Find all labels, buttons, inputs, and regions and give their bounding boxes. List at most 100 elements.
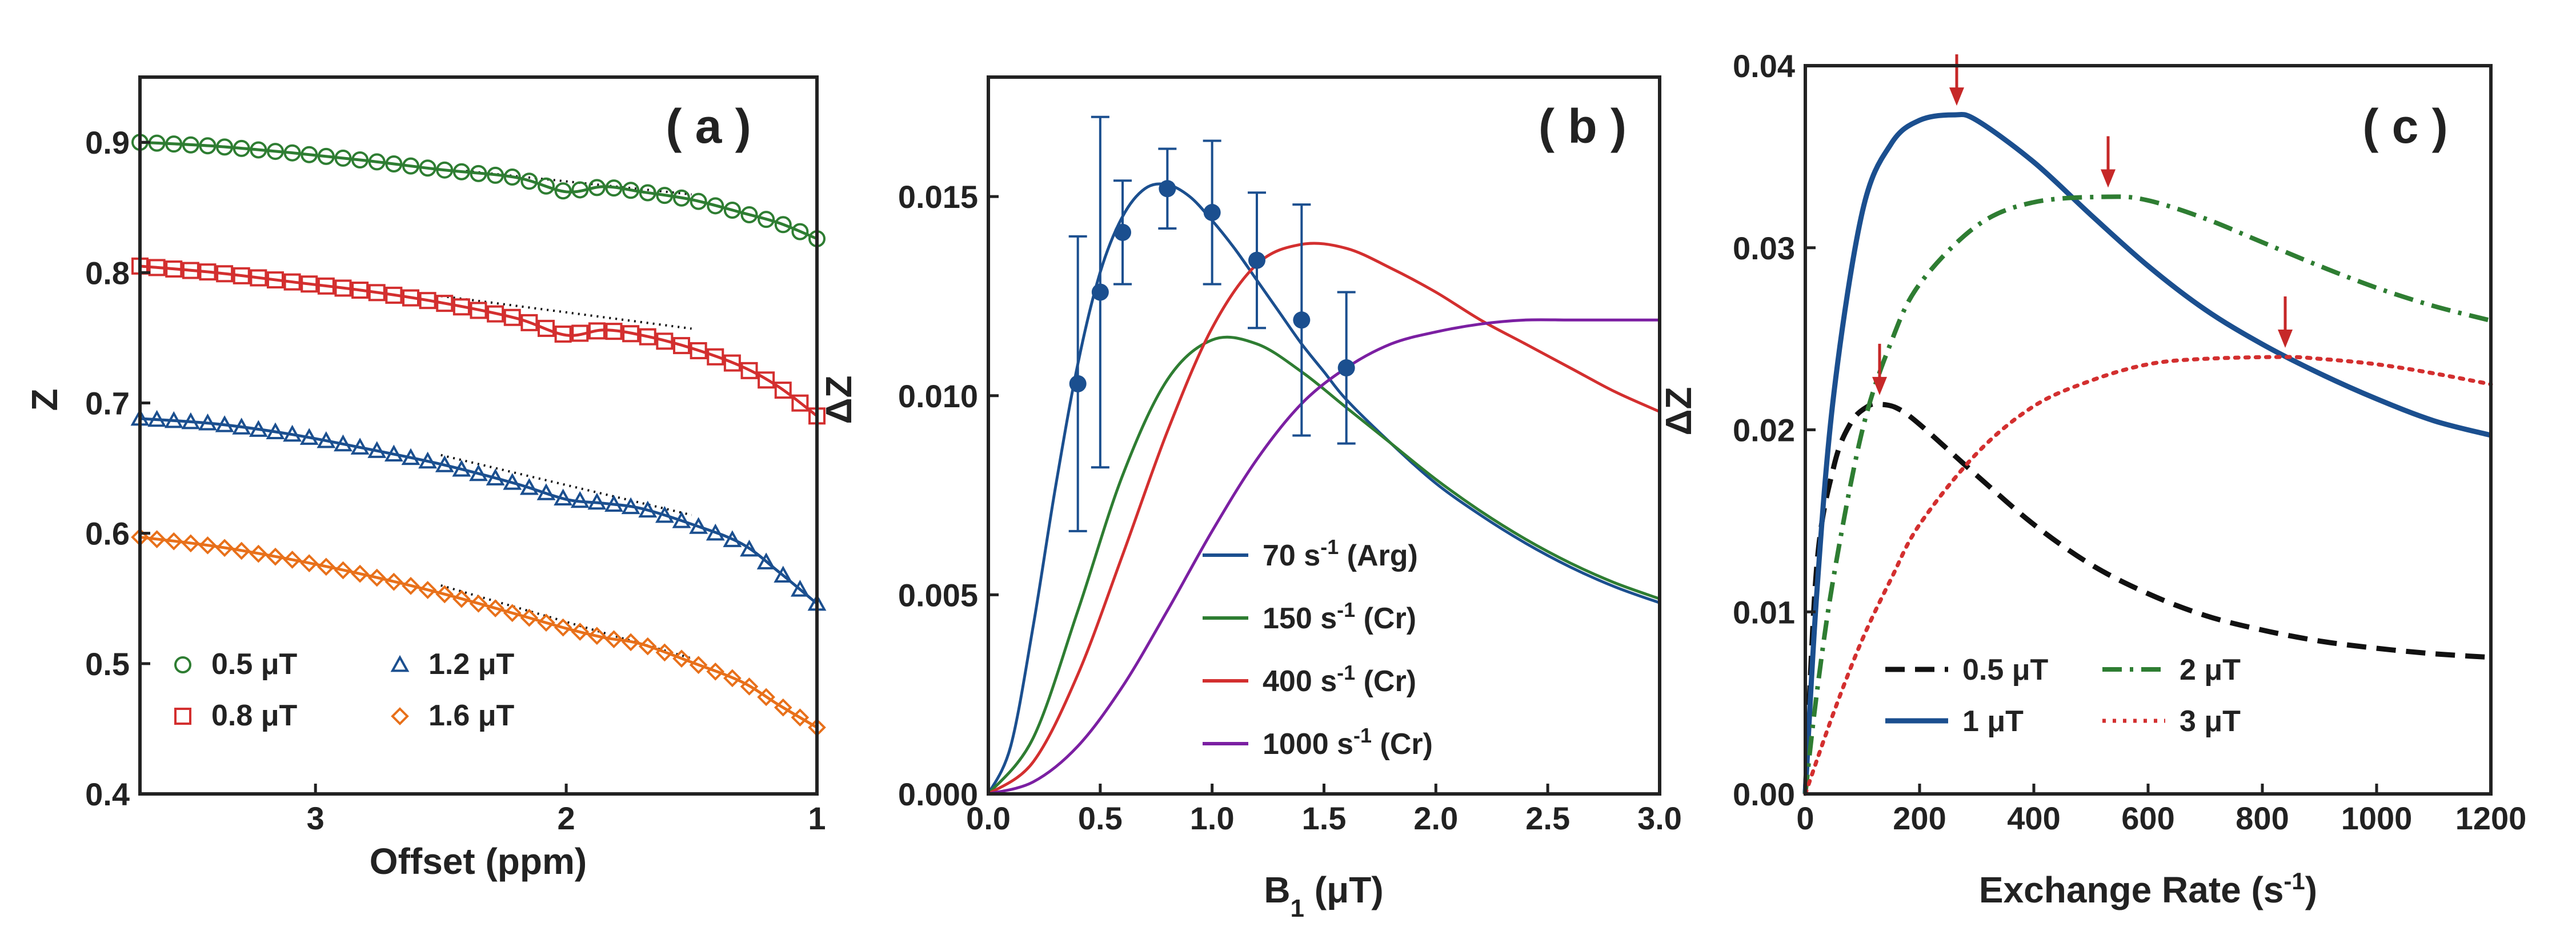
panel-b-xtick-label: 2.0 [1413, 800, 1458, 836]
panel-a-point-0 [267, 143, 284, 160]
panel-a-point-1 [317, 277, 335, 295]
panel-a-point-3 [300, 554, 319, 572]
panel-a-point-2 [604, 495, 623, 512]
panel-a-point-1 [723, 354, 741, 372]
panel-a-point-1 [622, 325, 640, 343]
panel-a-point-2 [672, 511, 691, 528]
panel-b-xtick-label: 1.0 [1190, 800, 1235, 836]
panel-b-measured-point [1091, 283, 1109, 301]
panel-a-point-0 [487, 166, 504, 184]
panel-a-point-2 [503, 473, 522, 490]
panel-a-fit-3 [139, 535, 818, 729]
panel-a-point-1 [368, 284, 386, 302]
panel-a-point-1 [165, 260, 183, 278]
panel-a-point-3 [147, 530, 166, 548]
panel-b-legend-label: 1000 s-1 (Cr) [1263, 724, 1433, 761]
panel-b-measured-point [1159, 180, 1176, 198]
panel-c-line-1 [1802, 111, 2492, 794]
panel-a-point-0 [673, 189, 690, 207]
panel-a-point-2 [519, 477, 539, 495]
panel-a-point-2 [164, 411, 183, 428]
panel-a-point-0 [622, 182, 640, 199]
panel-a-point-1 [690, 342, 707, 360]
panel-a-point-2 [334, 434, 352, 452]
panel-a-point-2 [367, 441, 387, 458]
panel-a-point-0 [470, 164, 487, 182]
panel-a-point-2 [790, 580, 810, 597]
panel-a-point-0 [452, 163, 470, 180]
panel-a-point-3 [232, 541, 251, 560]
panel-a-fit-1 [139, 264, 818, 418]
panel-a-point-3 [486, 599, 504, 617]
panel-a-point-0 [588, 179, 606, 196]
panel-a-point-3 [435, 585, 454, 604]
panel-a-baseline-1 [440, 295, 692, 330]
panel-a-point-1 [554, 325, 572, 343]
panel-c-ytick-label: 0.02 [1733, 412, 1795, 448]
panel-a-point-0 [554, 182, 572, 200]
panel-a-point-0 [216, 138, 234, 156]
panel-b-line-3 [988, 318, 1660, 796]
panel-a-point-1 [216, 265, 234, 283]
panel-a-point-1 [673, 337, 690, 355]
panel-a-point-1 [267, 271, 284, 289]
panel-b-xlabel: B1 (μT) [1264, 869, 1383, 922]
panel-a-legend-label: 1.2 μT [428, 648, 515, 681]
panel-c-peak-arrowhead [1949, 87, 1964, 106]
panel-a-point-3 [571, 623, 590, 641]
panel-a-xtick-label: 1 [808, 800, 826, 836]
panel-a-point-0 [351, 151, 369, 169]
panel-c-frame [1804, 64, 2493, 796]
panel-a-ytick-label: 0.9 [85, 125, 130, 160]
panel-c-legend-label: 2 μT [2180, 653, 2241, 687]
panel-a-point-0 [571, 181, 589, 199]
panel-a-point-1 [470, 302, 487, 319]
panel-b-xtick-label: 0.5 [1078, 800, 1123, 836]
panel-a-point-1 [538, 319, 555, 337]
panel-a-point-0 [690, 192, 707, 210]
panel-a-point-2 [689, 517, 708, 534]
panel-c-legend-label: 1 μT [1962, 705, 2024, 738]
panel-a-tag: ( a ) [666, 99, 751, 153]
panel-a-point-3 [757, 688, 775, 707]
panel-a-frame [138, 75, 819, 796]
panel-a-ytick-label: 0.5 [85, 646, 130, 682]
panel-a-point-0 [199, 137, 217, 155]
panel-a-point-2 [740, 539, 759, 557]
panel-a-point-0 [334, 149, 352, 167]
panel-c-line-3 [1803, 355, 2493, 796]
panel-a-point-1 [571, 324, 589, 342]
panel-a-point-2 [350, 438, 370, 455]
panel-a-point-3 [638, 637, 657, 656]
panel-a-point-1 [740, 362, 758, 379]
panel-a-point-1 [233, 267, 250, 284]
panel-a-legend-marker [391, 707, 409, 725]
panel-a-point-3 [520, 608, 539, 627]
panel-b-line-0 [987, 182, 1660, 795]
panel-a-point-0 [707, 197, 724, 215]
panel-c-ytick-label: 0.04 [1733, 48, 1795, 84]
panel-a-point-0 [436, 161, 454, 179]
panel-a-point-3 [402, 576, 420, 595]
panel-a-point-2 [570, 491, 590, 508]
panel-a-point-1 [199, 263, 217, 281]
panel-a-point-1 [791, 394, 809, 412]
panel-a-point-0 [182, 136, 199, 154]
panel-a-point-3 [418, 581, 437, 599]
panel-a-point-0 [317, 147, 335, 165]
panel-a-point-1 [707, 348, 724, 366]
panel-a-point-1 [520, 314, 538, 331]
panel-a-ytick-label: 0.6 [85, 516, 130, 552]
panel-a-point-1 [639, 328, 656, 346]
panel-a-point-0 [656, 187, 674, 204]
panel-a-point-2 [655, 505, 674, 523]
panel-c-ytick-label: 0.03 [1733, 230, 1795, 266]
panel-a-point-2 [435, 455, 454, 472]
panel-a-point-0 [385, 155, 403, 173]
panel-a-point-3 [367, 568, 386, 587]
panel-a-point-2 [401, 448, 420, 466]
panel-a-point-3 [740, 677, 759, 696]
panel-b-xtick-label: 0.0 [966, 800, 1011, 836]
panel-a-point-2 [638, 500, 658, 518]
panel-a-ylabel: Z [24, 388, 65, 411]
